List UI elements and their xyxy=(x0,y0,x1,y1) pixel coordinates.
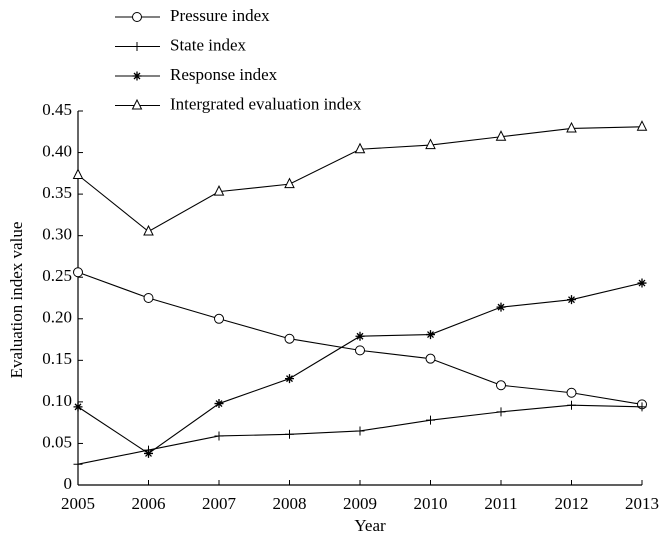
y-tick-label: 0.05 xyxy=(42,432,72,451)
marker xyxy=(143,293,154,303)
marker xyxy=(214,313,224,324)
marker xyxy=(566,387,577,398)
legend-label: Pressure index xyxy=(170,6,270,25)
marker xyxy=(132,71,142,81)
x-tick-label: 2011 xyxy=(484,494,517,513)
x-tick-label: 2008 xyxy=(273,494,307,513)
marker xyxy=(285,374,294,384)
marker xyxy=(496,380,506,391)
marker xyxy=(144,448,153,458)
x-tick-label: 2009 xyxy=(343,494,377,513)
marker xyxy=(425,353,436,364)
marker xyxy=(636,120,648,131)
marker xyxy=(214,431,224,441)
x-tick-label: 2005 xyxy=(61,494,95,513)
marker xyxy=(425,138,436,150)
marker xyxy=(131,98,143,110)
marker xyxy=(354,142,366,154)
marker xyxy=(284,177,295,189)
marker xyxy=(73,402,83,412)
marker xyxy=(567,295,576,305)
y-tick-label: 0.20 xyxy=(42,308,72,327)
marker xyxy=(132,42,142,51)
marker xyxy=(355,331,365,341)
marker xyxy=(637,278,647,288)
x-tick-label: 2013 xyxy=(625,494,659,513)
marker xyxy=(495,130,507,141)
y-tick-label: 0.25 xyxy=(42,266,72,285)
y-tick-label: 0.40 xyxy=(42,141,72,160)
marker xyxy=(285,429,294,439)
marker xyxy=(73,267,83,278)
marker xyxy=(284,333,295,344)
marker xyxy=(214,399,224,409)
y-tick-label: 0 xyxy=(64,474,73,493)
y-axis-title: Evaluation index value xyxy=(7,222,26,379)
y-tick-label: 0.10 xyxy=(42,391,72,410)
marker xyxy=(566,121,577,133)
legend-label: Response index xyxy=(170,65,278,84)
x-axis-title: Year xyxy=(354,516,386,535)
marker xyxy=(496,302,506,312)
marker xyxy=(143,224,154,236)
marker xyxy=(637,402,647,412)
x-tick-label: 2007 xyxy=(202,494,237,513)
x-tick-label: 2012 xyxy=(555,494,589,513)
x-tick-label: 2010 xyxy=(414,494,448,513)
legend-label: State index xyxy=(170,35,247,54)
marker xyxy=(426,415,435,425)
marker xyxy=(355,426,365,436)
legend-label: Intergrated evaluation index xyxy=(170,94,362,113)
y-tick-label: 0.15 xyxy=(42,349,72,368)
marker xyxy=(426,330,435,340)
x-tick-label: 2006 xyxy=(132,494,166,513)
series-line xyxy=(77,126,643,233)
marker xyxy=(355,345,365,356)
marker xyxy=(213,184,225,196)
marker xyxy=(567,400,576,410)
y-tick-label: 0.35 xyxy=(42,183,72,202)
y-tick-label: 0.45 xyxy=(42,100,72,119)
y-tick-label: 0.30 xyxy=(42,225,72,244)
marker xyxy=(72,168,84,179)
marker xyxy=(132,12,142,22)
marker xyxy=(496,407,506,417)
marker xyxy=(73,459,83,469)
